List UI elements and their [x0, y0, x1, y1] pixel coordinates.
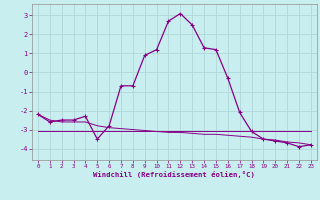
X-axis label: Windchill (Refroidissement éolien,°C): Windchill (Refroidissement éolien,°C)	[93, 171, 255, 178]
